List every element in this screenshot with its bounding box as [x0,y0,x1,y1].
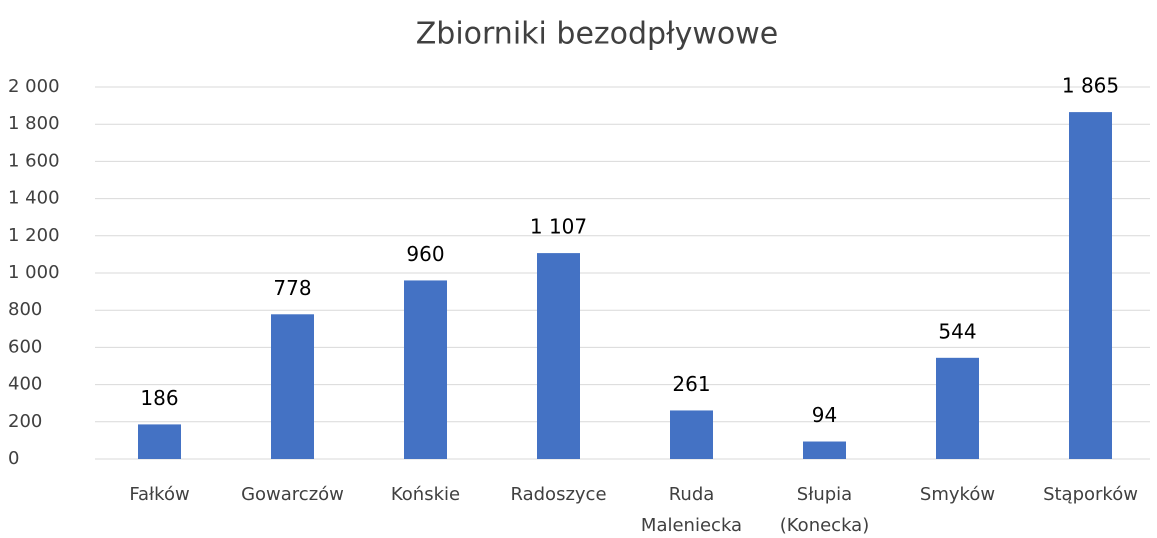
y-tick-label: 1 800 [8,113,60,134]
y-tick-label: 1 400 [8,188,60,209]
y-tick-label: 400 [8,374,42,395]
y-tick-label: 1 600 [8,150,60,171]
y-tick-label: 1 200 [8,225,60,246]
data-label: 544 [938,319,976,343]
bar [670,410,713,459]
bar [537,253,580,459]
bar [404,280,447,459]
data-label: 94 [812,403,837,427]
x-tick-label: Gowarczów [241,484,344,505]
data-label: 1 107 [530,215,587,239]
y-tick-label: 600 [8,336,42,357]
x-tick-label: Stąporków [1043,484,1138,505]
x-tick-label: Słupia (Konecka) [780,484,869,536]
y-tick-label: 0 [8,448,19,469]
y-tick-label: 800 [8,299,42,320]
data-label: 1 865 [1062,74,1119,98]
bar [1069,112,1112,460]
x-tick-label: Ruda Maleniecka [641,484,742,536]
bar [138,424,181,459]
y-tick-label: 200 [8,411,42,432]
x-tick-label: Końskie [391,484,460,505]
chart-title: Zbiorniki bezodpływowe [416,17,779,52]
data-label: 960 [406,242,444,266]
data-label: 778 [273,276,311,300]
x-tick-label: Smyków [920,484,995,505]
data-label: 186 [140,386,178,410]
bar [803,441,846,459]
data-label: 261 [672,372,710,396]
x-tick-label: Fałków [129,484,189,505]
bar [271,314,314,459]
y-tick-label: 1 000 [8,262,60,283]
y-tick-label: 2 000 [8,76,60,97]
x-tick-label: Radoszyce [510,484,606,505]
bar [936,357,979,459]
